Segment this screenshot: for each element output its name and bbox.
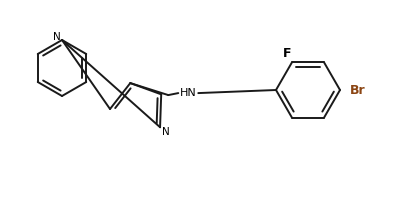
- Text: N: N: [162, 127, 169, 137]
- Text: Br: Br: [350, 84, 366, 96]
- Text: F: F: [283, 47, 291, 60]
- Text: N: N: [53, 32, 61, 42]
- Text: HN: HN: [180, 88, 197, 98]
